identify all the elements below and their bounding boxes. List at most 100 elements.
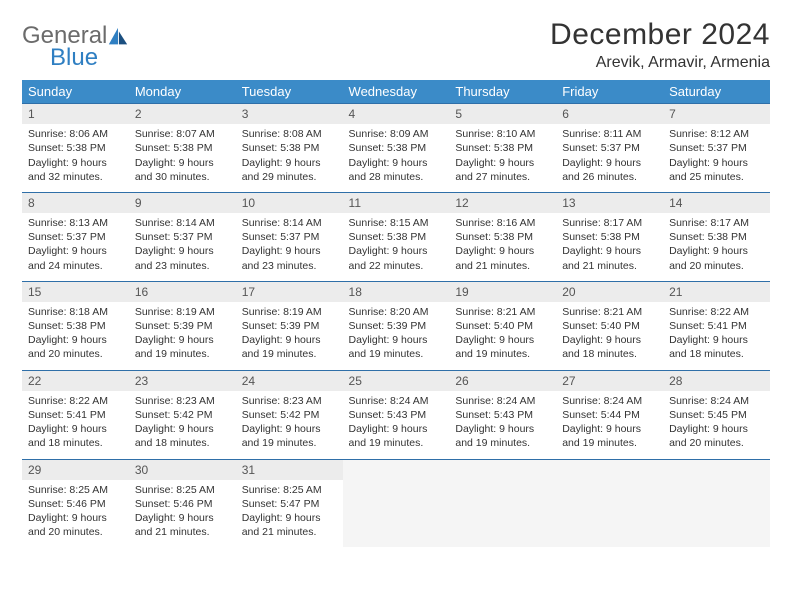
daylight-line: Daylight: 9 hours and 21 minutes. [242,511,337,539]
daylight-line: Daylight: 9 hours and 29 minutes. [242,156,337,184]
sunset-line: Sunset: 5:38 PM [455,230,550,244]
day-number-cell: 14 [663,192,770,213]
sunset-line: Sunset: 5:38 PM [349,230,444,244]
sunrise-line: Sunrise: 8:12 AM [669,127,764,141]
header: General Blue December 2024 Arevik, Armav… [22,18,770,72]
title-block: December 2024 Arevik, Armavir, Armenia [550,18,770,72]
day-data-cell: Sunrise: 8:10 AMSunset: 5:38 PMDaylight:… [449,124,556,192]
daynum-row: 293031 [22,459,770,480]
daynum-row: 891011121314 [22,192,770,213]
sunset-line: Sunset: 5:38 PM [349,141,444,155]
sunrise-line: Sunrise: 8:17 AM [669,216,764,230]
day-number-cell: 19 [449,281,556,302]
sunrise-line: Sunrise: 8:10 AM [455,127,550,141]
daynum-row: 15161718192021 [22,281,770,302]
day-number-cell: 9 [129,192,236,213]
sunset-line: Sunset: 5:38 PM [669,230,764,244]
daylight-line: Daylight: 9 hours and 19 minutes. [455,422,550,450]
sunrise-line: Sunrise: 8:22 AM [28,394,123,408]
day-data-cell: Sunrise: 8:22 AMSunset: 5:41 PMDaylight:… [663,302,770,370]
day-number-cell: 4 [343,104,450,125]
day-number-cell: 2 [129,104,236,125]
sunset-line: Sunset: 5:43 PM [455,408,550,422]
sunrise-line: Sunrise: 8:20 AM [349,305,444,319]
day-data-cell: Sunrise: 8:17 AMSunset: 5:38 PMDaylight:… [556,213,663,281]
daylight-line: Daylight: 9 hours and 19 minutes. [349,422,444,450]
daylight-line: Daylight: 9 hours and 20 minutes. [28,511,123,539]
day-number-cell: 22 [22,370,129,391]
sunrise-line: Sunrise: 8:14 AM [135,216,230,230]
sunset-line: Sunset: 5:42 PM [242,408,337,422]
sail-icon [107,26,129,48]
day-number-cell: 23 [129,370,236,391]
day-data-cell [449,480,556,548]
day-number-cell: 3 [236,104,343,125]
daylight-line: Daylight: 9 hours and 19 minutes. [135,333,230,361]
sunrise-line: Sunrise: 8:08 AM [242,127,337,141]
weekday-header-row: SundayMondayTuesdayWednesdayThursdayFrid… [22,80,770,104]
day-data-cell: Sunrise: 8:09 AMSunset: 5:38 PMDaylight:… [343,124,450,192]
brand-logo: General Blue [22,18,129,70]
day-number-cell: 6 [556,104,663,125]
sunrise-line: Sunrise: 8:21 AM [455,305,550,319]
day-number-cell: 21 [663,281,770,302]
daylight-line: Daylight: 9 hours and 21 minutes. [562,244,657,272]
daylight-line: Daylight: 9 hours and 19 minutes. [562,422,657,450]
sunset-line: Sunset: 5:44 PM [562,408,657,422]
day-data-cell: Sunrise: 8:18 AMSunset: 5:38 PMDaylight:… [22,302,129,370]
sunset-line: Sunset: 5:38 PM [28,141,123,155]
day-data-cell: Sunrise: 8:25 AMSunset: 5:46 PMDaylight:… [22,480,129,548]
sunset-line: Sunset: 5:38 PM [562,230,657,244]
sunrise-line: Sunrise: 8:11 AM [562,127,657,141]
data-row: Sunrise: 8:18 AMSunset: 5:38 PMDaylight:… [22,302,770,370]
sunset-line: Sunset: 5:38 PM [242,141,337,155]
daylight-line: Daylight: 9 hours and 30 minutes. [135,156,230,184]
day-number-cell: 29 [22,459,129,480]
day-number-cell: 17 [236,281,343,302]
day-data-cell: Sunrise: 8:24 AMSunset: 5:45 PMDaylight:… [663,391,770,459]
day-data-cell: Sunrise: 8:20 AMSunset: 5:39 PMDaylight:… [343,302,450,370]
day-number-cell: 28 [663,370,770,391]
brand-blue: Blue [50,46,107,70]
daylight-line: Daylight: 9 hours and 20 minutes. [28,333,123,361]
day-data-cell: Sunrise: 8:19 AMSunset: 5:39 PMDaylight:… [236,302,343,370]
daylight-line: Daylight: 9 hours and 19 minutes. [242,422,337,450]
sunset-line: Sunset: 5:38 PM [135,141,230,155]
day-data-cell: Sunrise: 8:14 AMSunset: 5:37 PMDaylight:… [129,213,236,281]
day-number-cell: 16 [129,281,236,302]
sunset-line: Sunset: 5:40 PM [562,319,657,333]
sunrise-line: Sunrise: 8:14 AM [242,216,337,230]
day-number-cell: 13 [556,192,663,213]
sunset-line: Sunset: 5:41 PM [28,408,123,422]
day-number-cell: 11 [343,192,450,213]
day-data-cell: Sunrise: 8:12 AMSunset: 5:37 PMDaylight:… [663,124,770,192]
weekday-header: Monday [129,80,236,104]
day-number-cell: 26 [449,370,556,391]
sunrise-line: Sunrise: 8:22 AM [669,305,764,319]
daylight-line: Daylight: 9 hours and 22 minutes. [349,244,444,272]
daylight-line: Daylight: 9 hours and 32 minutes. [28,156,123,184]
sunrise-line: Sunrise: 8:24 AM [455,394,550,408]
day-number-cell: 18 [343,281,450,302]
location-label: Arevik, Armavir, Armenia [550,54,770,72]
day-number-cell [556,459,663,480]
daylight-line: Daylight: 9 hours and 21 minutes. [455,244,550,272]
day-number-cell: 25 [343,370,450,391]
day-number-cell [663,459,770,480]
day-number-cell: 12 [449,192,556,213]
sunrise-line: Sunrise: 8:13 AM [28,216,123,230]
weekday-header: Thursday [449,80,556,104]
day-number-cell: 10 [236,192,343,213]
day-number-cell: 15 [22,281,129,302]
day-data-cell [343,480,450,548]
daylight-line: Daylight: 9 hours and 21 minutes. [135,511,230,539]
daylight-line: Daylight: 9 hours and 24 minutes. [28,244,123,272]
weekday-header: Tuesday [236,80,343,104]
day-number-cell: 20 [556,281,663,302]
sunrise-line: Sunrise: 8:19 AM [135,305,230,319]
weekday-header: Sunday [22,80,129,104]
sunrise-line: Sunrise: 8:09 AM [349,127,444,141]
sunset-line: Sunset: 5:41 PM [669,319,764,333]
weekday-header: Saturday [663,80,770,104]
daylight-line: Daylight: 9 hours and 25 minutes. [669,156,764,184]
